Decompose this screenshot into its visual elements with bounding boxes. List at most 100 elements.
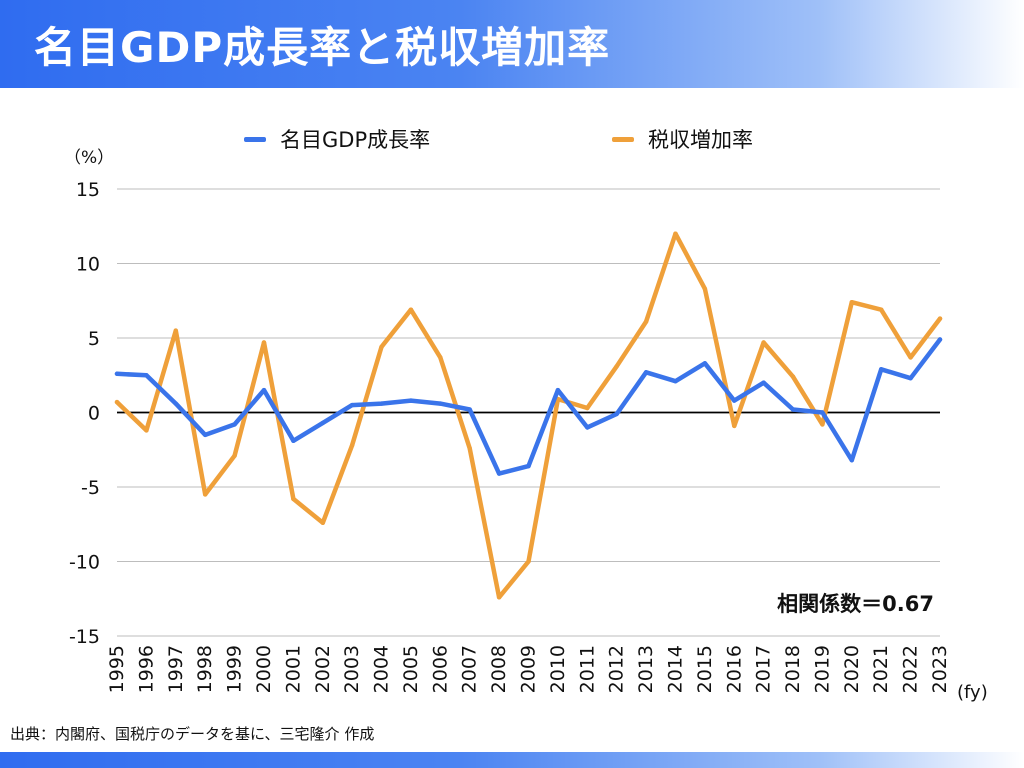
tax-point-2000 bbox=[261, 340, 267, 345]
x-tick-label: 2023 bbox=[929, 645, 951, 693]
gdp-point-2002 bbox=[320, 420, 325, 426]
x-tick-label: 2004 bbox=[371, 645, 393, 693]
tax-point-2018 bbox=[790, 374, 796, 379]
tax-point-2003 bbox=[349, 443, 355, 448]
legend-swatch-gdp bbox=[244, 136, 266, 142]
title-bar: 名目GDP成長率と税収増加率 bbox=[0, 0, 1024, 88]
gdp-point-1998 bbox=[202, 432, 208, 438]
tax-point-2007 bbox=[467, 446, 472, 451]
tax-point-2023 bbox=[937, 316, 943, 321]
x-tick-label: 2005 bbox=[400, 645, 422, 693]
gdp-point-2019 bbox=[820, 410, 825, 415]
gdp-point-2010 bbox=[555, 387, 561, 393]
x-tick-label: 2003 bbox=[341, 645, 363, 693]
tax-point-2002 bbox=[320, 520, 325, 525]
gdp-point-2013 bbox=[643, 370, 649, 375]
gdp-point-2011 bbox=[585, 425, 590, 430]
x-tick-label: 2010 bbox=[547, 645, 569, 693]
x-tick-label: 2021 bbox=[870, 645, 892, 693]
x-tick-label: 2012 bbox=[606, 645, 628, 693]
tax-point-2006 bbox=[438, 355, 443, 360]
x-tick-label: 2009 bbox=[518, 645, 540, 693]
line-layer bbox=[114, 231, 943, 600]
source-note: 出典：内閣府、国税庁のデータを基に、三宅隆介 作成 bbox=[10, 725, 375, 743]
tax-point-2004 bbox=[379, 344, 384, 350]
gdp-point-2006 bbox=[438, 401, 443, 406]
grid-layer: 15 10 5 0 -5 -10 -15 bbox=[69, 179, 940, 648]
x-tick-label: 2017 bbox=[753, 645, 775, 693]
tax-point-1995 bbox=[114, 399, 120, 405]
gdp-point-2004 bbox=[379, 401, 384, 406]
tax-point-2009 bbox=[526, 559, 531, 564]
bottom-bar bbox=[0, 752, 1024, 768]
tax-point-1999 bbox=[232, 453, 237, 458]
gdp-point-2012 bbox=[614, 411, 619, 417]
tax-point-1997 bbox=[173, 328, 178, 333]
x-tick-label: 2022 bbox=[900, 645, 922, 693]
x-tick-labels: 1995 1996 1997 1998 1999 2000 2001 2002 2003 2004… bbox=[106, 645, 951, 693]
x-tick-label: 2019 bbox=[811, 645, 833, 693]
gdp-point-2017 bbox=[761, 380, 766, 385]
x-tick-label: 1996 bbox=[135, 645, 157, 693]
tax-point-2019 bbox=[820, 422, 825, 427]
x-tick-label: 1995 bbox=[106, 645, 128, 693]
tax-point-2016 bbox=[732, 423, 737, 429]
gdp-point-2014 bbox=[673, 379, 678, 384]
x-tick-label: 1998 bbox=[194, 645, 216, 693]
x-axis-unit: (fy) bbox=[957, 682, 988, 703]
tax-point-2012 bbox=[614, 364, 619, 369]
x-tick-label: 2018 bbox=[782, 645, 804, 693]
legend-item-gdp: 名目GDP成長率 bbox=[244, 124, 430, 154]
x-tick-label: 2000 bbox=[253, 645, 275, 693]
y-tick-label: 5 bbox=[88, 328, 100, 350]
gdp-point-2018 bbox=[790, 407, 796, 412]
tax-point-2001 bbox=[291, 496, 296, 502]
page-title: 名目GDP成長率と税収増加率 bbox=[34, 23, 611, 72]
gdp-point-2020 bbox=[849, 457, 855, 463]
y-tick-label: 15 bbox=[76, 179, 100, 201]
gdp-point-2000 bbox=[261, 387, 267, 393]
gdp-point-2022 bbox=[908, 376, 913, 381]
x-tick-label: 2014 bbox=[664, 645, 686, 693]
x-tick-label: 2011 bbox=[576, 645, 598, 693]
gdp-point-2007 bbox=[467, 407, 472, 412]
series-line-gdp bbox=[114, 337, 943, 476]
gdp-point-2005 bbox=[408, 398, 414, 403]
gdp-point-2023 bbox=[937, 337, 943, 342]
y-axis-unit: （%） bbox=[64, 148, 114, 168]
correlation-annotation: 相関係数＝0.67 bbox=[777, 592, 934, 616]
y-tick-label: -10 bbox=[69, 552, 100, 574]
tax-point-2021 bbox=[879, 307, 884, 312]
x-tick-label: 1997 bbox=[165, 645, 187, 693]
y-tick-label: -5 bbox=[81, 477, 100, 499]
tax-point-1998 bbox=[202, 492, 208, 497]
tax-point-2020 bbox=[849, 300, 855, 305]
x-tick-label: 2007 bbox=[459, 645, 481, 693]
x-tick-label: 2013 bbox=[635, 645, 657, 693]
gdp-point-1999 bbox=[232, 422, 237, 427]
tax-point-2015 bbox=[702, 286, 708, 292]
x-tick-label: 2016 bbox=[723, 645, 745, 693]
x-tick-label: 2002 bbox=[312, 645, 334, 693]
gdp-point-1996 bbox=[144, 373, 149, 378]
y-tick-label: 10 bbox=[76, 254, 100, 276]
tax-point-2014 bbox=[673, 231, 678, 236]
gdp-point-2008 bbox=[496, 471, 502, 476]
x-tick-label: 2006 bbox=[429, 645, 451, 693]
x-tick-label: 2008 bbox=[488, 645, 510, 693]
gdp-point-1997 bbox=[173, 401, 178, 406]
x-tick-label: 1999 bbox=[224, 645, 246, 693]
legend-item-tax: 税収増加率 bbox=[612, 124, 753, 154]
gdp-point-2003 bbox=[349, 402, 355, 408]
gdp-point-2001 bbox=[291, 438, 296, 444]
x-tick-label: 2020 bbox=[841, 645, 863, 693]
legend-swatch-tax bbox=[612, 136, 634, 142]
tax-point-2022 bbox=[908, 355, 913, 360]
x-tick-label: 2001 bbox=[282, 645, 304, 693]
gdp-point-2021 bbox=[879, 367, 884, 372]
legend-label-gdp: 名目GDP成長率 bbox=[280, 128, 431, 152]
y-tick-label: 0 bbox=[88, 403, 100, 425]
legend-label-tax: 税収増加率 bbox=[648, 128, 753, 152]
tax-point-2005 bbox=[408, 307, 414, 312]
